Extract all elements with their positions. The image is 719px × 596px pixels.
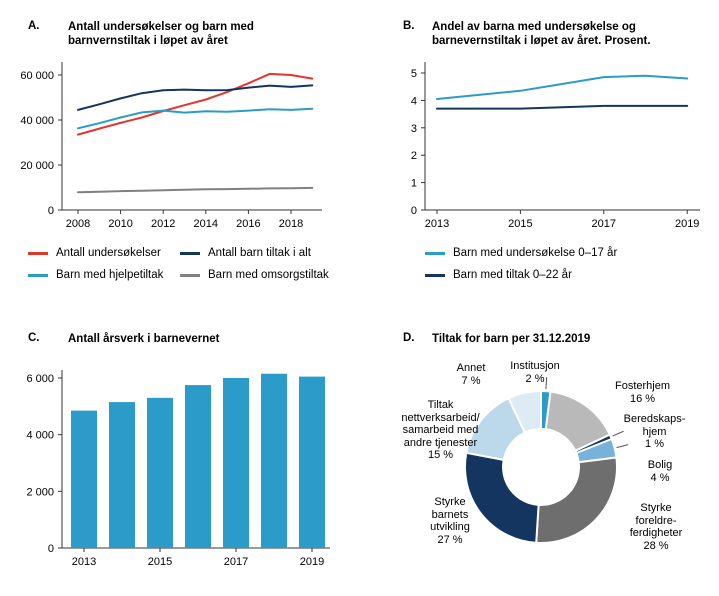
donut-segment [574,433,613,454]
donut-segment [535,456,618,545]
tick-label: 40 000 [20,115,54,127]
donut-callout-institusjon: Institusjon 2 % [510,360,560,385]
series-line [77,84,314,111]
bar [147,397,173,548]
panel-b-legend: Barn med undersøkelse 0–17 år Barn med t… [425,247,617,281]
tick-label: 4 [411,95,417,107]
donut-segment [575,438,618,464]
legend-item-undersokelser: Antall undersøkelser [28,247,180,259]
tick-label: 2015 [508,218,532,230]
tick-label: 2 [411,150,417,162]
legend-line-marker [425,273,445,277]
tick-label: 3 [411,123,417,135]
tick-label: 2008 [66,218,90,230]
legend-label: Barn med omsorgstiltak [208,269,329,281]
tick-label: 2 000 [26,486,54,498]
tick-label: 0 [48,205,54,217]
tick-label: 0 [411,205,417,217]
panel-a-letter: A. [28,20,40,32]
series-line [436,104,689,110]
series-line [77,186,314,194]
tick-label: 60 000 [20,70,54,82]
legend-item-tiltak-i-alt: Antall barn tiltak i alt [180,247,329,259]
panel-a-legend: Antall undersøkelser Antall barn tiltak … [28,247,329,281]
donut-callout-nettverksarbeid: Tiltak nettverksarbeid/ samarbeid med an… [401,399,480,461]
tick-label: 2013 [72,556,96,568]
series-line [77,72,314,136]
legend-label: Barn med hjelpetiltak [56,269,164,281]
series-line [77,107,314,130]
legend-label: Barn med tiltak 0–22 år [453,269,572,281]
tick-label: 2014 [194,218,218,230]
panel-a-title: Antall undersøkelser og barn med barnver… [68,21,254,47]
tick-label: 2015 [148,556,172,568]
donut-segment [540,390,552,431]
legend-item-hjelpetiltak: Barn med hjelpetiltak [28,269,180,281]
tick-label: 20 000 [20,160,54,172]
tick-label: 4 000 [26,430,54,442]
tick-label: 1 [411,178,417,190]
tick-label: 2017 [592,218,616,230]
panel-c-title: Antall årsverk i barnevernet [68,333,220,345]
legend-item-undersokelse-0-17: Barn med undersøkelse 0–17 år [425,247,617,259]
legend-line-marker [28,273,48,277]
tick-label: 2016 [236,218,260,230]
legend-label: Antall barn tiltak i alt [208,247,311,259]
tick-label: 2013 [425,218,449,230]
tick-label: 2010 [108,218,132,230]
tick-label: 0 [48,543,54,555]
panel-c-letter: C. [28,332,40,344]
tick-label: 2018 [279,218,303,230]
panel-b-title: Andel av barna med undersøkelse og barne… [432,21,651,47]
bar [299,376,325,548]
bar [223,378,249,548]
legend-item-omsorgstiltak: Barn med omsorgstiltak [180,269,329,281]
donut-segment [507,389,542,434]
tick-label: 2019 [675,218,699,230]
donut-callout-annet: Annet 7 % [456,362,486,387]
legend-label: Antall undersøkelser [56,247,161,259]
panel-b-letter: B. [403,20,415,32]
legend-line-marker [425,251,445,255]
tick-label: 5 [411,68,417,80]
donut-callout-bolig: Bolig 4 % [647,459,673,484]
donut-callout-barnets-utvikling: Styrke barnets utvikling 27 % [430,496,470,546]
panel-d-letter: D. [403,332,415,344]
legend-line-marker [28,251,48,255]
donut-callout-fosterhjem: Fosterhjem 16 % [614,380,671,405]
tick-label: 2019 [300,556,324,568]
bar [185,385,211,548]
bar [109,402,135,548]
tick-label: 2017 [224,556,248,568]
legend-label: Barn med undersøkelse 0–17 år [453,247,618,259]
bar [71,410,97,548]
panel-d-title: Tiltak for barn per 31.12.2019 [432,333,591,345]
series-line [436,74,689,100]
legend-line-marker [180,273,200,277]
donut-callout-beredskapshjem: Beredskaps- hjem 1 % [623,413,686,450]
legend-line-marker [180,251,200,255]
bar [261,373,287,548]
tick-label: 2012 [151,218,175,230]
donut-segment [544,390,611,452]
donut-callout-foreldreferdigheter: Styrke foreldre- ferdigheter 28 % [629,502,683,552]
legend-item-tiltak-0-22: Barn med tiltak 0–22 år [425,269,617,281]
tick-label: 6 000 [26,373,54,385]
